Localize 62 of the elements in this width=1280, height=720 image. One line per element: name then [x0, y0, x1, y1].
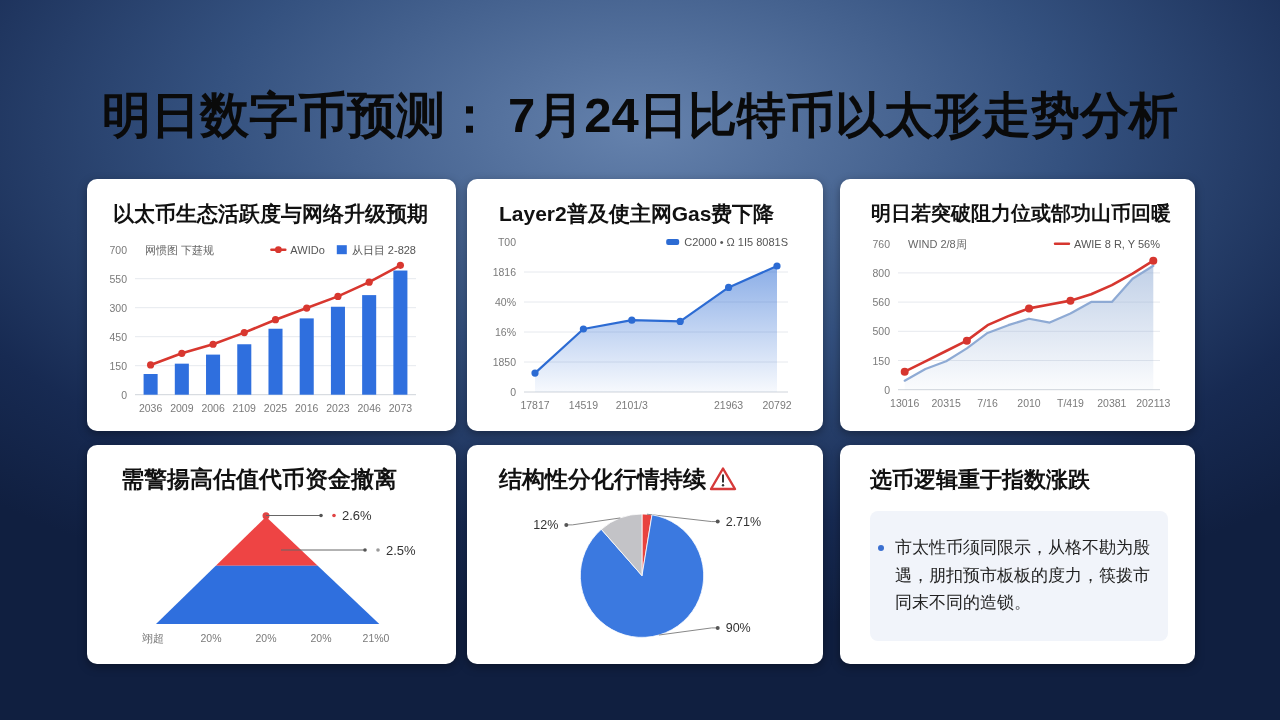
annotation: 20%	[255, 632, 277, 644]
x-tick-label: 2036	[138, 401, 163, 414]
axis-note: 760	[872, 237, 890, 250]
axis-note: 0	[121, 388, 127, 401]
x-tick-label: 2009	[170, 401, 194, 414]
x-tick-label: 21963	[714, 399, 744, 411]
axis-note: 0	[884, 383, 890, 396]
x-tick-label: 2046	[357, 401, 381, 414]
axis-note: 560	[872, 296, 890, 309]
legend-title: WIND 2/8周	[908, 237, 967, 250]
chart-title: Layer2普及使主网Gas费下降	[499, 201, 775, 225]
chart-title: 明日若突破阻力位或郜功山币回暖	[871, 202, 1171, 224]
annotation: 21%0	[362, 632, 390, 644]
axis-note: 40%	[495, 296, 516, 308]
axis-note: 700	[109, 243, 127, 256]
annotation: 2.5%	[386, 542, 416, 558]
x-tick-label: 2073	[388, 401, 413, 414]
x-tick-label: 2016	[295, 401, 319, 414]
legend-label: C2000 • Ω 1I5 8081S	[684, 236, 788, 248]
chart-title: 结构性分化行情持续	[499, 466, 706, 492]
axis-note: 550	[109, 272, 127, 285]
annotation: 2.6%	[342, 508, 372, 523]
axis-note: 150	[109, 359, 127, 372]
x-tick-label: 13016	[890, 396, 920, 409]
x-tick-label: 14519	[568, 399, 598, 411]
axis-note: 300	[109, 301, 127, 314]
x-tick-label: 2025	[263, 401, 288, 414]
axis-note: 800	[872, 266, 890, 279]
slice-label: 90%	[725, 620, 751, 635]
axis-note: 450	[109, 330, 127, 343]
x-tick-label: 20792	[762, 399, 792, 411]
chart-title: 选币逻辑重于指数涨跌	[870, 466, 1090, 492]
axis-note: 1816	[492, 266, 516, 278]
axis-note: 1850	[492, 356, 516, 368]
chart-title: 以太币生态活跃度与网络升级预期	[113, 201, 428, 225]
annotation: 市太性币须同限示，从格不勘为殷遇，朋扣预市板板的度力，筷拨市同末不同的造锁。	[870, 534, 1157, 618]
legend-label: AWIDo	[290, 243, 325, 256]
x-tick-label: 202113	[1136, 396, 1171, 409]
x-tick-label: 20315	[931, 396, 961, 409]
axis-note: 500	[872, 325, 890, 338]
x-tick-label: 2023	[326, 401, 350, 414]
legend-label: AWIE 8 R, Y 56%	[1074, 237, 1160, 250]
x-tick-label: 20381	[1097, 396, 1127, 409]
x-tick-label: 2010	[1017, 396, 1041, 409]
axis-note: 150	[872, 354, 890, 367]
x-tick-label: 2101/3	[615, 399, 648, 411]
axis-note: T00	[497, 236, 516, 248]
annotation: 翊超	[141, 632, 164, 644]
legend-title: 网惯图 下莛规	[145, 243, 215, 256]
annotation: 20%	[200, 632, 222, 644]
axis-note: 0	[510, 386, 516, 398]
slice-label: 12%	[533, 517, 559, 532]
chart-title: 需警揚高估值代币资金撤离	[121, 466, 397, 492]
x-tick-label: 17817	[520, 399, 550, 411]
x-tick-label: 7/16	[977, 396, 998, 409]
legend-label: 从日目 2-828	[351, 243, 416, 256]
slice-label: 2.71%	[725, 514, 762, 529]
x-tick-label: 2109	[232, 401, 256, 414]
annotation: 20%	[310, 632, 332, 644]
axis-note: 16%	[495, 326, 516, 338]
x-tick-label: T/419	[1057, 396, 1084, 409]
x-tick-label: 2006	[201, 401, 225, 414]
